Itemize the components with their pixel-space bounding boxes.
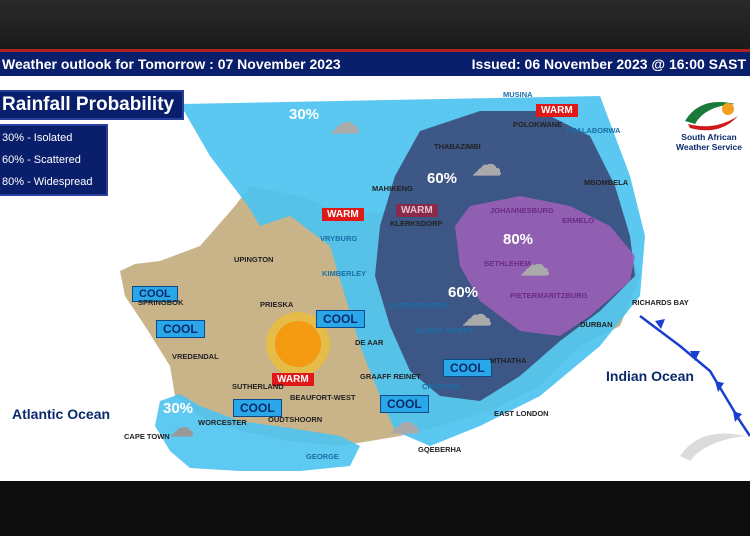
legend-title: Rainfall Probability [0, 90, 185, 120]
city-label: EAST LONDON [494, 409, 549, 418]
issued-time: Issued: 06 November 2023 @ 16:00 SAST [471, 56, 746, 72]
city-label: BEAUFORT-WEST [290, 393, 356, 402]
rain-30-cape [155, 394, 360, 471]
legend-item: 30% - Isolated [2, 132, 73, 144]
top-bar [0, 0, 750, 49]
cool-tag: COOL [443, 359, 492, 377]
bottom-bar [0, 481, 750, 536]
city-label: PRIESKA [260, 300, 294, 309]
city-label: CRADOCK [422, 382, 461, 391]
watermark-logo [680, 433, 745, 461]
city-label: POLOKWANE [513, 120, 563, 129]
cool-tag: COOL [316, 310, 365, 328]
front-triangles [655, 319, 742, 422]
warm-tag: WARM [396, 204, 438, 217]
city-label: DURBAN [580, 320, 613, 329]
cool-tag: COOL [156, 320, 205, 338]
city-label: OUDTSHOORN [268, 415, 323, 424]
legend-item: 80% - Widespread [2, 176, 93, 188]
city-label: JOHANNESBURG [490, 206, 554, 215]
probability-label: 30% [163, 400, 194, 417]
city-label: VRYBURG [320, 234, 358, 243]
city-label: CAPE TOWN [124, 432, 170, 441]
logo-line: Weather Service [676, 142, 742, 152]
city-label: GEORGE [306, 452, 339, 461]
cool-tag: COOL [380, 395, 429, 413]
outlook-title: Weather outlook for Tomorrow : 07 Novemb… [2, 56, 341, 72]
city-label: PHALABORWA [566, 126, 621, 135]
legend: 30% - Isolated 60% - Scattered 80% - Wid… [0, 124, 108, 196]
warm-tag: WARM [536, 104, 578, 117]
city-label: ALIWAL NORTH [415, 326, 473, 335]
city-label: THABAZIMBI [434, 142, 481, 151]
logo-line: South African [681, 132, 737, 142]
city-label: GRAAFF REINET [360, 372, 421, 381]
city-label: WORCESTER [198, 418, 247, 427]
cool-tag: COOL [233, 399, 282, 417]
city-label: ERMELO [562, 216, 595, 225]
city-label: PIETERMARITZBURG [510, 291, 588, 300]
probability-label: 80% [503, 231, 534, 248]
probability-label: 60% [448, 284, 479, 301]
warm-tag: WARM [272, 373, 314, 386]
city-label: KIMBERLEY [322, 269, 367, 278]
rain-80-region [455, 196, 635, 336]
city-label: MTHATHA [490, 356, 527, 365]
city-label: BETHLEHEM [484, 259, 531, 268]
divider [0, 49, 750, 52]
thunderstorm-cloud-icon: ☁ [520, 249, 550, 282]
weather-map: Rainfall Probability 30% - Isolated 60% … [0, 76, 750, 481]
map-layers [120, 96, 750, 471]
thunderstorm-cloud-icon: ☁ [472, 149, 502, 182]
probability-label: 60% [427, 170, 458, 187]
cool-tag: COOL [132, 286, 178, 302]
header-bar: Weather outlook for Tomorrow : 07 Novemb… [0, 52, 750, 76]
indian-ocean-label: Indian Ocean [606, 368, 694, 384]
city-label: UPINGTON [234, 255, 274, 264]
city-label: RICHARDS BAY [632, 298, 689, 307]
sun-icon [266, 312, 330, 376]
city-label: MAHIKENG [372, 184, 413, 193]
atlantic-ocean-label: Atlantic Ocean [12, 406, 111, 422]
logo-text: South African Weather Service [676, 132, 742, 152]
city-label: KLERKSDORP [390, 219, 443, 228]
saws-logo [685, 102, 738, 131]
thunderstorm-cloud-icon: ☁ [170, 415, 194, 442]
city-label: MUSINA [503, 90, 533, 99]
city-label: BLOEMFONTEIN [388, 301, 448, 310]
thunderstorm-cloud-icon: ☁ [330, 107, 360, 140]
city-label: VREDENDAL [172, 352, 219, 361]
legend-item: 60% - Scattered [2, 154, 81, 166]
city-label: MBOMBELA [584, 178, 629, 187]
probability-label: 30% [289, 106, 320, 123]
city-label: DE AAR [355, 338, 384, 347]
thunderstorm-cloud-icon: ☁ [462, 299, 492, 332]
warm-tag: WARM [322, 208, 364, 221]
city-label: GQEBERHA [418, 445, 462, 454]
city-label: SUTHERLAND [232, 382, 284, 391]
city-label: SPRINGBOK [138, 298, 184, 307]
